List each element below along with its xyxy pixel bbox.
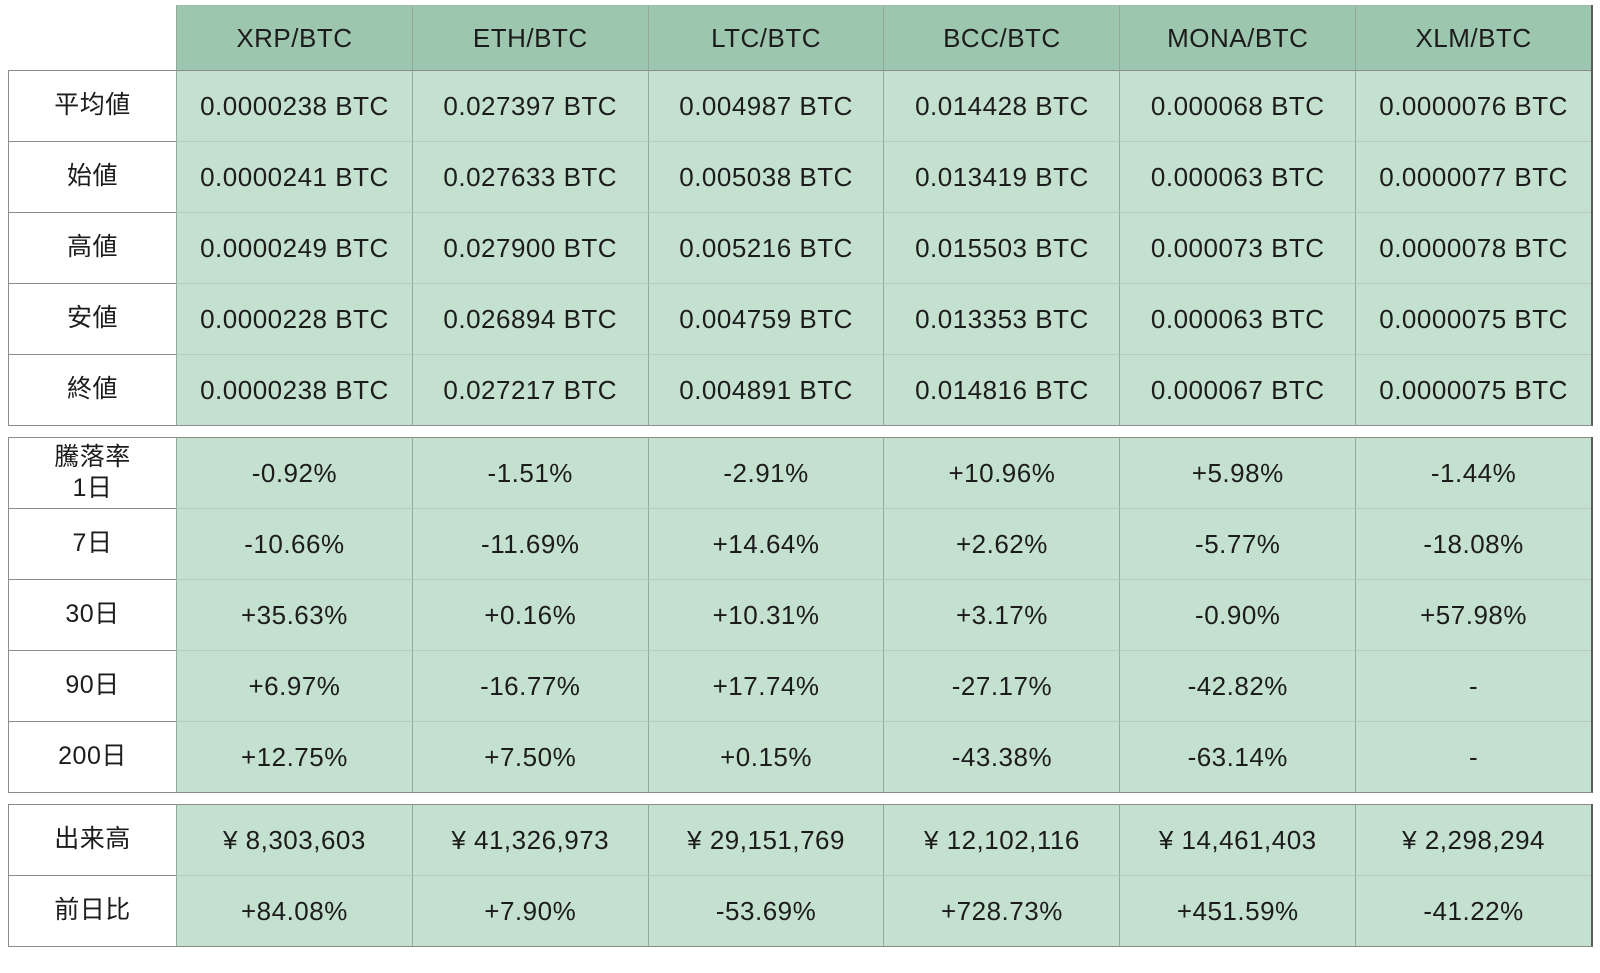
column-header-bcc-btc: BCC/BTC (883, 5, 1120, 70)
value-cell: 0.014428 BTC (883, 70, 1120, 141)
value-cell: +6.97% (176, 650, 412, 721)
value-cell: +5.98% (1119, 437, 1356, 508)
value-cell: - (1355, 650, 1591, 721)
row-label-change-30d: 30日 (8, 579, 176, 650)
value-cell: 0.027217 BTC (411, 354, 648, 425)
column-header-xrp-btc: XRP/BTC (176, 5, 412, 70)
value-cell: ¥ 29,151,769 (647, 804, 884, 875)
value-cell: +451.59% (1119, 875, 1356, 946)
value-cell: 0.0000241 BTC (176, 141, 412, 212)
value-cell: 0.027633 BTC (411, 141, 648, 212)
value-cell: 0.004987 BTC (647, 70, 884, 141)
value-cell: -1.51% (411, 437, 648, 508)
value-cell: +0.15% (647, 721, 884, 792)
value-cell: +14.64% (647, 508, 884, 579)
value-cell: 0.0000077 BTC (1355, 141, 1591, 212)
value-cell: ¥ 8,303,603 (176, 804, 412, 875)
value-cell: +728.73% (883, 875, 1120, 946)
value-cell: -42.82% (1119, 650, 1356, 721)
row-label-change-90d: 90日 (8, 650, 176, 721)
value-cell: +12.75% (176, 721, 412, 792)
value-cell: +0.16% (411, 579, 648, 650)
value-cell: +10.31% (647, 579, 884, 650)
row-label-low: 安値 (8, 283, 176, 354)
value-cell: -10.66% (176, 508, 412, 579)
value-cell: 0.027900 BTC (411, 212, 648, 283)
value-cell: 0.015503 BTC (883, 212, 1120, 283)
value-cell: -16.77% (411, 650, 648, 721)
corner-spacer (8, 5, 176, 70)
change-rate-section: 騰落率 1日 -0.92% -1.51% -2.91% +10.96% +5.9… (8, 437, 1593, 793)
value-cell: 0.0000249 BTC (176, 212, 412, 283)
value-cell: ¥ 41,326,973 (411, 804, 648, 875)
value-cell: 0.027397 BTC (411, 70, 648, 141)
value-cell: 0.004891 BTC (647, 354, 884, 425)
row-label-change-7d: 7日 (8, 508, 176, 579)
value-cell: -0.90% (1119, 579, 1356, 650)
value-cell: -2.91% (647, 437, 884, 508)
value-cell: +10.96% (883, 437, 1120, 508)
value-cell: 0.0000078 BTC (1355, 212, 1591, 283)
column-header-eth-btc: ETH/BTC (411, 5, 648, 70)
value-cell: -63.14% (1119, 721, 1356, 792)
value-cell: 0.0000075 BTC (1355, 283, 1591, 354)
value-cell: -18.08% (1355, 508, 1591, 579)
column-header-ltc-btc: LTC/BTC (647, 5, 884, 70)
value-cell: ¥ 12,102,116 (883, 804, 1120, 875)
crypto-comparison-table: XRP/BTC ETH/BTC LTC/BTC BCC/BTC MONA/BTC… (8, 5, 1593, 947)
value-cell: 0.014816 BTC (883, 354, 1120, 425)
value-cell: +2.62% (883, 508, 1120, 579)
value-cell: 0.0000075 BTC (1355, 354, 1591, 425)
volume-section: 出来高 ¥ 8,303,603 ¥ 41,326,973 ¥ 29,151,76… (8, 804, 1593, 947)
value-cell: -11.69% (411, 508, 648, 579)
row-label-close: 終値 (8, 354, 176, 425)
column-header-mona-btc: MONA/BTC (1119, 5, 1356, 70)
value-cell: -5.77% (1119, 508, 1356, 579)
row-label-high: 高値 (8, 212, 176, 283)
row-label-change-200d: 200日 (8, 721, 176, 792)
value-cell: 0.005038 BTC (647, 141, 884, 212)
row-label-day-over-day: 前日比 (8, 875, 176, 946)
value-cell: +7.90% (411, 875, 648, 946)
row-label-average: 平均値 (8, 70, 176, 141)
row-label-volume: 出来高 (8, 804, 176, 875)
value-cell: -43.38% (883, 721, 1120, 792)
value-cell: +35.63% (176, 579, 412, 650)
value-cell: -53.69% (647, 875, 884, 946)
value-cell: -0.92% (176, 437, 412, 508)
row-label-open: 始値 (8, 141, 176, 212)
value-cell: 0.005216 BTC (647, 212, 884, 283)
value-cell: 0.0000228 BTC (176, 283, 412, 354)
value-cell: ¥ 14,461,403 (1119, 804, 1356, 875)
value-cell: 0.000067 BTC (1119, 354, 1356, 425)
value-cell: 0.013353 BTC (883, 283, 1120, 354)
value-cell: 0.000063 BTC (1119, 141, 1356, 212)
value-cell: 0.004759 BTC (647, 283, 884, 354)
value-cell: +3.17% (883, 579, 1120, 650)
value-cell: 0.000073 BTC (1119, 212, 1356, 283)
value-cell: +57.98% (1355, 579, 1591, 650)
value-cell: +17.74% (647, 650, 884, 721)
value-cell: +84.08% (176, 875, 412, 946)
value-cell: 0.026894 BTC (411, 283, 648, 354)
value-cell: 0.000063 BTC (1119, 283, 1356, 354)
row-label-change-1d: 騰落率 1日 (8, 437, 176, 508)
value-cell: - (1355, 721, 1591, 792)
value-cell: 0.0000238 BTC (176, 354, 412, 425)
value-cell: -41.22% (1355, 875, 1591, 946)
value-cell: ¥ 2,298,294 (1355, 804, 1591, 875)
value-cell: -27.17% (883, 650, 1120, 721)
value-cell: +7.50% (411, 721, 648, 792)
value-cell: 0.0000076 BTC (1355, 70, 1591, 141)
column-header-xlm-btc: XLM/BTC (1355, 5, 1591, 70)
value-cell: -1.44% (1355, 437, 1591, 508)
price-stats-section: XRP/BTC ETH/BTC LTC/BTC BCC/BTC MONA/BTC… (8, 5, 1593, 426)
value-cell: 0.000068 BTC (1119, 70, 1356, 141)
value-cell: 0.013419 BTC (883, 141, 1120, 212)
value-cell: 0.0000238 BTC (176, 70, 412, 141)
